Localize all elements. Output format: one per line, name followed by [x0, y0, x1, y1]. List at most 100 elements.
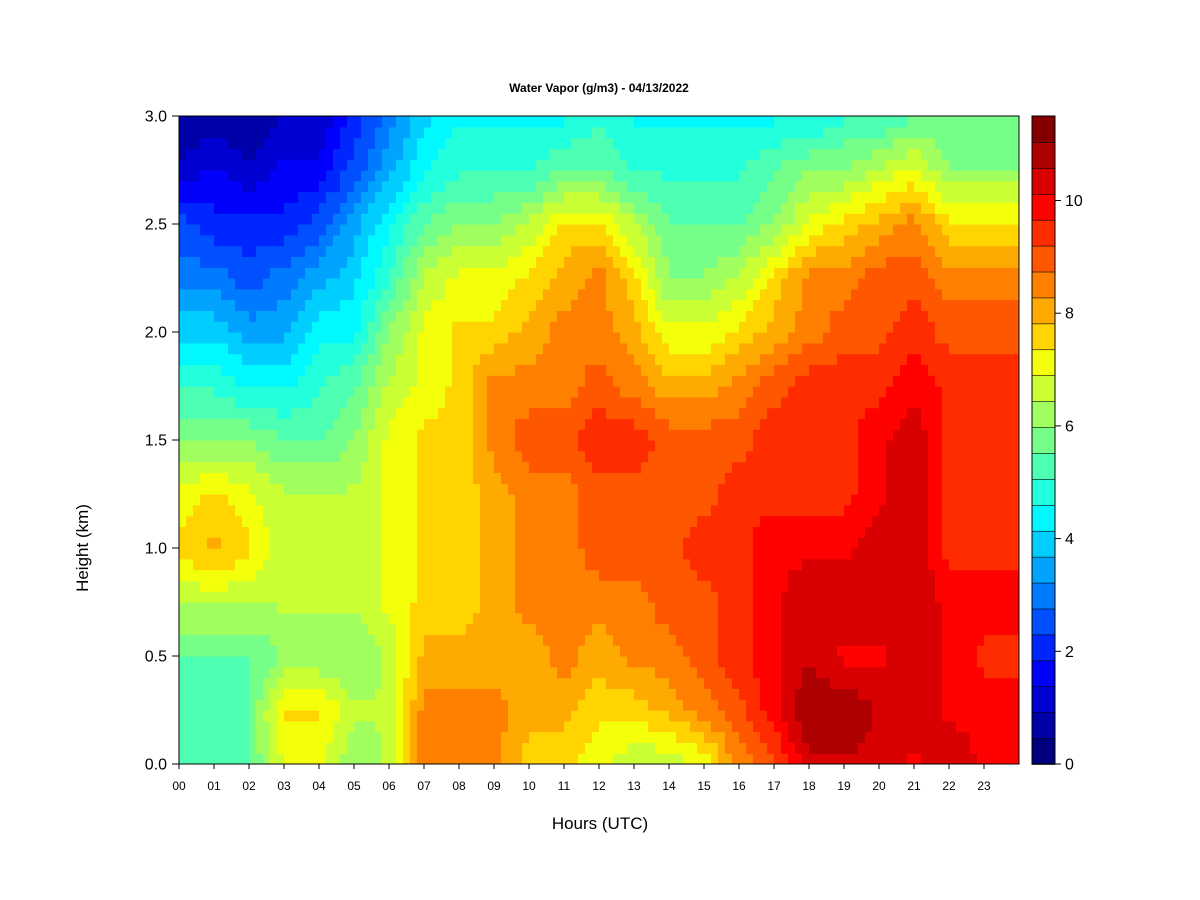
- heatmap-cell: [193, 612, 201, 625]
- heatmap-cell: [249, 656, 257, 668]
- heatmap-cell: [193, 288, 201, 301]
- heatmap-cell: [578, 753, 586, 764]
- heatmap-cell: [634, 591, 642, 603]
- heatmap-cell: [214, 159, 222, 171]
- heatmap-cell: [452, 364, 460, 376]
- heatmap-cell: [536, 224, 544, 236]
- heatmap-cell: [207, 483, 215, 495]
- heatmap-cell: [753, 558, 761, 571]
- heatmap-cell: [242, 386, 250, 398]
- heatmap-cell: [368, 440, 376, 452]
- heatmap-cell: [249, 180, 257, 193]
- heatmap-cell: [445, 656, 453, 668]
- heatmap-cell: [606, 321, 614, 333]
- heatmap-cell: [249, 537, 257, 549]
- heatmap-cell: [291, 137, 299, 149]
- heatmap-cell: [424, 332, 432, 344]
- heatmap-cell: [186, 364, 194, 376]
- heatmap-cell: [480, 224, 488, 236]
- heatmap-cell: [291, 537, 299, 549]
- heatmap-cell: [214, 234, 222, 247]
- heatmap-cell: [648, 278, 656, 290]
- heatmap-cell: [515, 353, 523, 365]
- heatmap-cell: [571, 180, 579, 193]
- heatmap-cell: [221, 688, 229, 700]
- heatmap-cell: [214, 699, 222, 711]
- heatmap-cell: [354, 472, 362, 484]
- heatmap-cell: [375, 116, 383, 128]
- heatmap-cell: [214, 504, 222, 517]
- heatmap-cell: [662, 450, 670, 463]
- heatmap-cell: [459, 234, 467, 247]
- heatmap-cell: [599, 645, 607, 657]
- heatmap-cell: [662, 666, 670, 679]
- heatmap-cell: [599, 666, 607, 679]
- heatmap-cell: [249, 548, 257, 560]
- heatmap-cell: [690, 515, 698, 527]
- heatmap-cell: [298, 494, 306, 506]
- heatmap-cell: [354, 332, 362, 344]
- heatmap-cell: [732, 645, 740, 657]
- heatmap-cell: [452, 537, 460, 549]
- heatmap-cell: [564, 731, 572, 743]
- heatmap-cell: [592, 137, 600, 149]
- heatmap-cell: [508, 537, 516, 549]
- heatmap-cell: [662, 526, 670, 538]
- heatmap-cell: [270, 364, 278, 376]
- heatmap-cell: [249, 688, 257, 700]
- heatmap-cell: [410, 278, 418, 290]
- heatmap-cell: [228, 364, 236, 376]
- heatmap-cell: [704, 396, 712, 409]
- heatmap-cell: [347, 666, 355, 679]
- heatmap-cell: [333, 332, 341, 344]
- heatmap-cell: [480, 213, 488, 225]
- heatmap-cell: [193, 677, 201, 689]
- heatmap-cell: [305, 742, 313, 754]
- heatmap-cell: [501, 234, 509, 247]
- heatmap-cell: [753, 116, 761, 128]
- heatmap-cell: [753, 731, 761, 743]
- heatmap-cell: [263, 515, 271, 527]
- heatmap-cell: [613, 602, 621, 614]
- heatmap-cell: [718, 656, 726, 668]
- heatmap-cell: [753, 666, 761, 679]
- heatmap-cell: [543, 288, 551, 301]
- heatmap-cell: [242, 688, 250, 700]
- heatmap-cell: [718, 116, 726, 128]
- heatmap-cell: [389, 429, 397, 441]
- heatmap-cell: [641, 126, 649, 139]
- heatmap-cell: [270, 504, 278, 517]
- heatmap-cell: [557, 612, 565, 625]
- heatmap-cell: [571, 753, 579, 764]
- heatmap-cell: [221, 375, 229, 387]
- heatmap-cell: [333, 375, 341, 387]
- heatmap-cell: [354, 504, 362, 517]
- heatmap-cell: [494, 126, 502, 139]
- heatmap-cell: [375, 418, 383, 430]
- heatmap-cell: [508, 213, 516, 225]
- heatmap-cell: [620, 526, 628, 538]
- heatmap-cell: [494, 580, 502, 592]
- heatmap-cell: [235, 375, 243, 387]
- heatmap-cell: [550, 450, 558, 463]
- heatmap-cell: [305, 645, 313, 657]
- heatmap-cell: [452, 688, 460, 700]
- heatmap-cell: [599, 612, 607, 625]
- heatmap-cell: [655, 580, 663, 592]
- heatmap-cell: [753, 353, 761, 365]
- heatmap-cell: [179, 688, 187, 700]
- heatmap-cell: [214, 278, 222, 290]
- heatmap-cell: [522, 656, 530, 668]
- heatmap-cell: [697, 342, 705, 355]
- heatmap-cell: [543, 429, 551, 441]
- heatmap-cell: [543, 137, 551, 149]
- heatmap-cell: [746, 364, 754, 376]
- heatmap-cell: [557, 321, 565, 333]
- heatmap-cell: [235, 483, 243, 495]
- heatmap-cell: [445, 526, 453, 538]
- heatmap-cell: [564, 299, 572, 311]
- heatmap-cell: [431, 396, 439, 409]
- heatmap-cell: [543, 753, 551, 764]
- heatmap-cell: [585, 699, 593, 711]
- heatmap-cell: [326, 353, 334, 365]
